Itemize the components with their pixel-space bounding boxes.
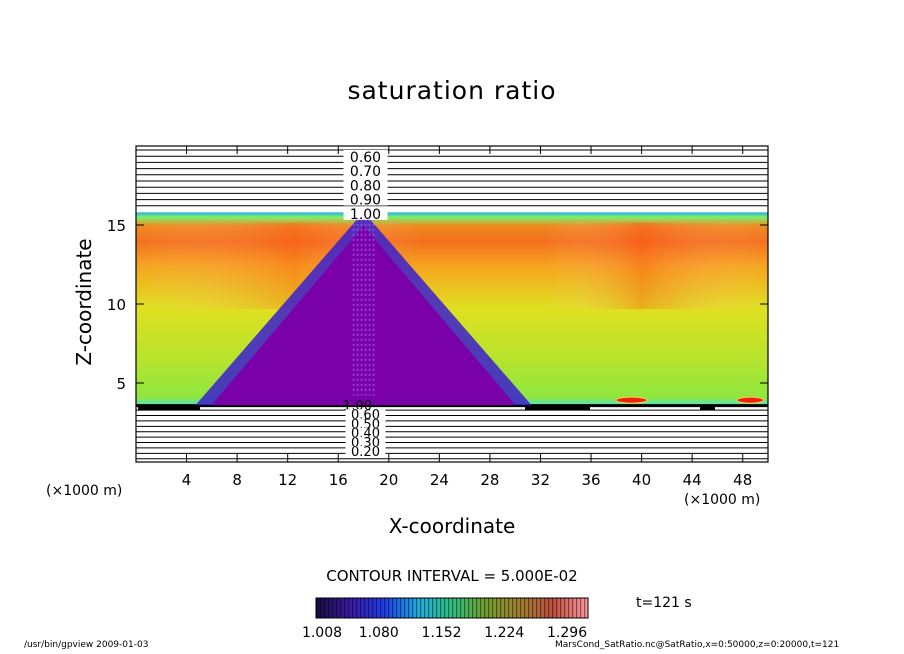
apex-plume bbox=[352, 203, 375, 396]
contour-interval-text: CONTOUR INTERVAL = 5.000E-02 bbox=[326, 567, 578, 585]
contour-label-bg bbox=[343, 178, 388, 192]
x-tick-label: 40 bbox=[632, 471, 651, 489]
upper-contour-label: 1.00 bbox=[350, 207, 381, 223]
pyramid-region bbox=[211, 225, 516, 406]
x-tick-label: 48 bbox=[733, 471, 752, 489]
ground-bump bbox=[700, 406, 715, 411]
contour-label-bg bbox=[345, 427, 386, 438]
contour-label-bg bbox=[343, 164, 388, 178]
y-tick-label: 15 bbox=[107, 217, 126, 235]
ground-bump bbox=[525, 406, 590, 411]
contour-label-bg bbox=[343, 192, 388, 206]
x-tick-label: 32 bbox=[531, 471, 550, 489]
contour-labels: 0.600.700.800.901.001.000.600.500.400.30… bbox=[343, 150, 388, 460]
x-tick-label: 12 bbox=[278, 471, 297, 489]
y-tick-label: 5 bbox=[116, 375, 126, 393]
ground-bump bbox=[138, 406, 200, 411]
x-unit-label-left: (×1000 m) bbox=[46, 483, 123, 499]
contour-label-bg bbox=[343, 206, 388, 220]
upper-contour-label: 0.60 bbox=[350, 150, 381, 166]
y-tick-label: 10 bbox=[107, 296, 126, 314]
plot-area bbox=[136, 149, 768, 460]
x-tick-label: 4 bbox=[182, 471, 192, 489]
upper-contour-label: 0.70 bbox=[350, 164, 381, 180]
layer-blob bbox=[615, 396, 648, 404]
x-tick-label: 8 bbox=[232, 471, 242, 489]
colorbar-tick-label: 1.296 bbox=[547, 625, 587, 641]
colorbar-tick-label: 1.080 bbox=[359, 625, 399, 641]
x-tick-label: 16 bbox=[329, 471, 348, 489]
chart-title: saturation ratio bbox=[347, 76, 557, 105]
contour-label-bg bbox=[345, 446, 386, 456]
contour-label-bg bbox=[343, 150, 388, 163]
y-axis-label: Z-coordinate bbox=[72, 238, 96, 366]
y-axis-ticks: 5 10 15 bbox=[107, 217, 768, 393]
x-axis-ticks: 4 8 12 16 20 24 28 32 36 40 44 48 bbox=[182, 146, 752, 489]
x-tick-label: 28 bbox=[480, 471, 499, 489]
colorbar-ticks: 1.008 1.080 1.152 1.224 1.296 bbox=[302, 625, 587, 641]
lower-contour-label: 0.20 bbox=[351, 445, 380, 460]
x-tick-label: 44 bbox=[683, 471, 702, 489]
time-label: t=121 s bbox=[636, 595, 692, 611]
footer-source: MarsCond_SatRatio.nc@SatRatio,x=0:50000,… bbox=[555, 640, 840, 650]
x-unit-label-right: (×1000 m) bbox=[684, 492, 761, 508]
colorbar-tick-label: 1.008 bbox=[302, 625, 342, 641]
colorbar: 1.008 1.080 1.152 1.224 1.296 bbox=[302, 597, 589, 641]
colorbar-stripes bbox=[316, 598, 588, 618]
x-tick-label: 24 bbox=[430, 471, 449, 489]
upper-contour-label: 0.80 bbox=[350, 178, 381, 194]
layer-base-line bbox=[136, 404, 768, 408]
colorbar-tick-label: 1.152 bbox=[421, 625, 461, 641]
x-tick-label: 36 bbox=[581, 471, 600, 489]
colorbar-tick-label: 1.224 bbox=[484, 625, 524, 641]
lower-contour-lines bbox=[136, 404, 768, 460]
upper-contour-label: 0.90 bbox=[350, 193, 381, 209]
contour-label-bg bbox=[345, 409, 386, 420]
boundary-blobs bbox=[615, 396, 765, 404]
layer-blob bbox=[736, 396, 765, 404]
upper-contour-lines bbox=[136, 149, 768, 207]
contour-label-bg bbox=[345, 436, 386, 447]
field-side-shading bbox=[136, 222, 768, 310]
x-tick-label: 20 bbox=[379, 471, 398, 489]
contour-label-bg bbox=[345, 418, 386, 429]
footer-program: /usr/bin/gpview 2009-01-03 bbox=[24, 640, 149, 650]
x-axis-label: X-coordinate bbox=[388, 514, 516, 538]
